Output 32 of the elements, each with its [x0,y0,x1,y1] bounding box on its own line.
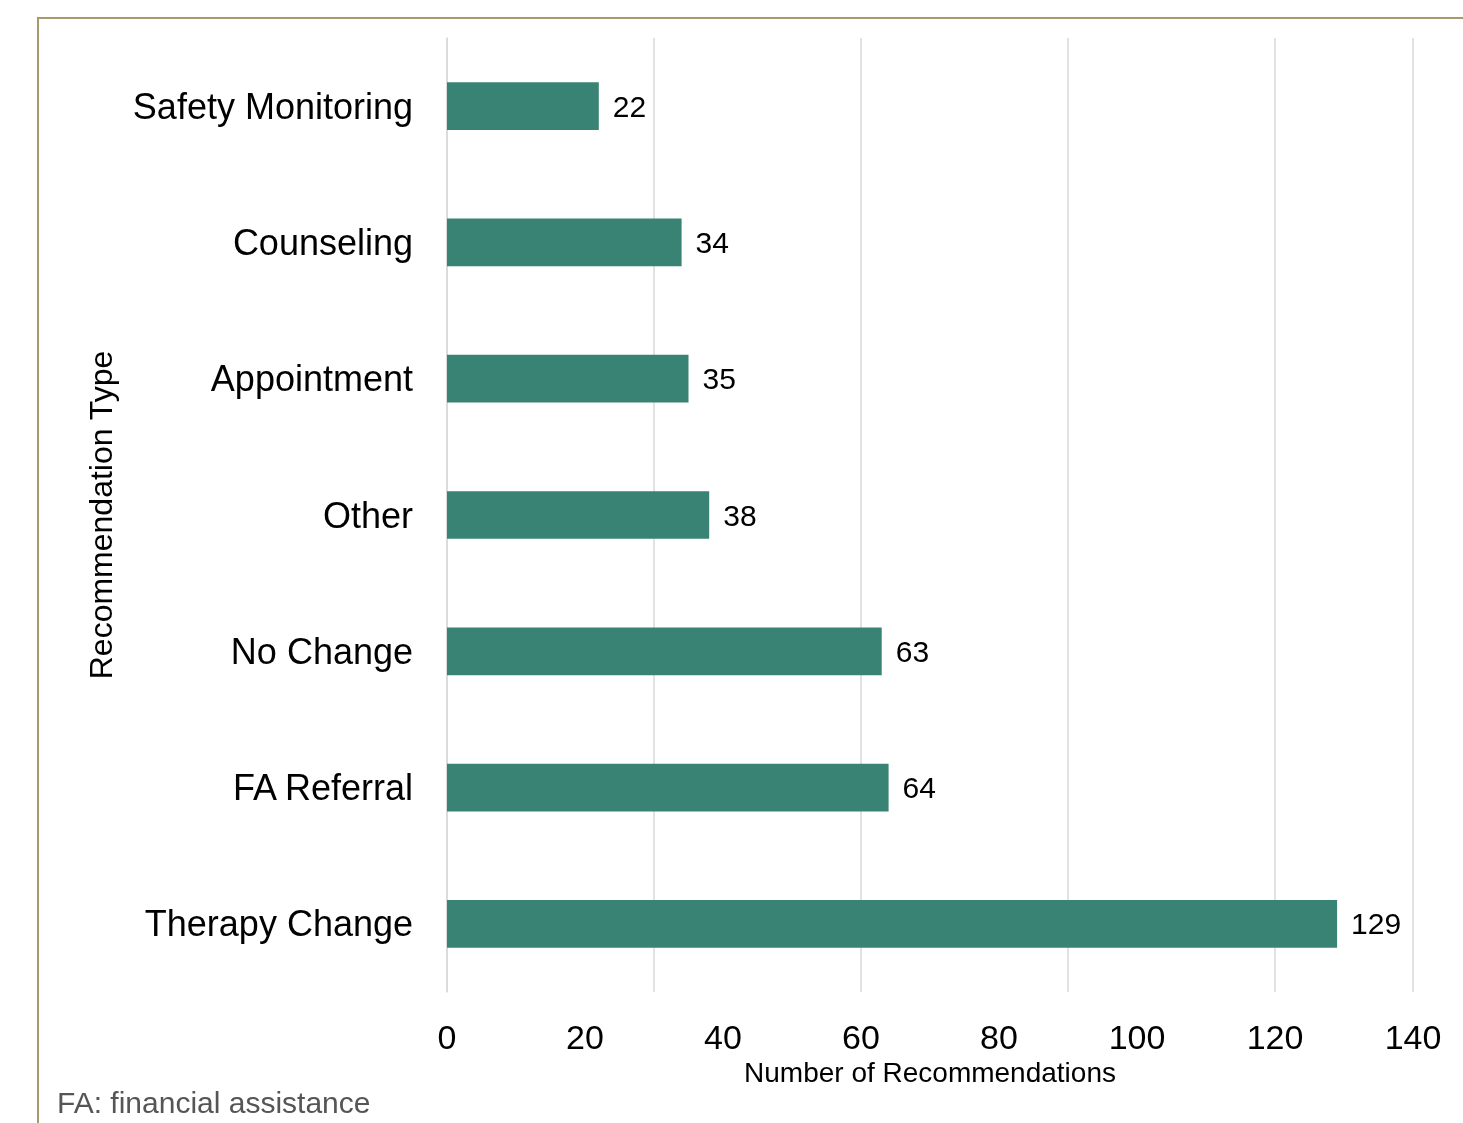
x-tick-label: 60 [842,1018,880,1056]
x-tick-label: 100 [1108,1018,1166,1056]
y-tick-label: Safety Monitoring [132,85,413,127]
bar [447,627,882,676]
y-tick-label: Counseling [232,221,413,263]
data-label: 34 [695,225,729,259]
bar [447,491,710,539]
bar [447,218,682,267]
data-label: 64 [902,771,936,805]
y-tick-label: Therapy Change [144,903,413,945]
x-tick-label: 140 [1384,1018,1442,1056]
x-tick-label: 20 [566,1018,604,1056]
x-tick-label: 120 [1246,1018,1304,1056]
x-tick-label: 0 [437,1018,457,1056]
data-label: 129 [1351,907,1402,941]
bar [447,900,1338,948]
bar [447,82,599,130]
y-tick-label: FA Referral [232,767,413,809]
x-tick-label: 40 [704,1018,742,1056]
y-tick-label: No Change [230,630,413,672]
bar [447,763,889,812]
x-tick-label: 80 [980,1018,1018,1056]
data-label: 63 [895,634,930,668]
text: FA: financial assistance [57,1086,371,1120]
data-label: 35 [702,362,736,396]
y-axis-title: Recommendation Type [83,350,119,680]
y-tick-label: Other [322,494,413,536]
y-tick-label: Appointment [210,358,413,400]
bar [447,354,689,403]
data-label: 22 [612,89,647,123]
x-axis-title: Number of Recommendations [744,1057,1116,1089]
data-label: 38 [723,498,757,532]
